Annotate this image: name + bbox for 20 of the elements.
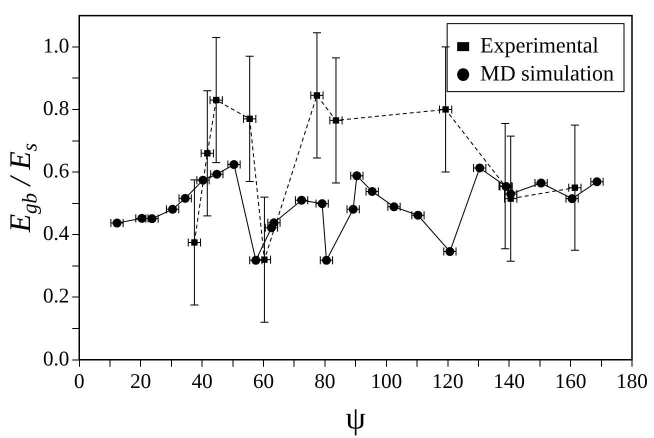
x-tick-label: 160 <box>554 368 586 393</box>
legend-label: Experimental <box>480 32 599 58</box>
y-tick-label: 0.2 <box>43 284 70 308</box>
x-tick-label: 40 <box>192 368 213 393</box>
y-tick-label: 1.0 <box>43 33 70 58</box>
y-axis-title: Egb / Es <box>4 143 42 234</box>
x-tick-label: 0 <box>74 368 84 393</box>
x-tick-label: 80 <box>314 368 336 393</box>
y-tick-label: 0.6 <box>43 158 70 183</box>
x-axis-title: ψ <box>346 399 366 436</box>
x-tick-label: 180 <box>616 368 648 393</box>
y-tick-label: 0.4 <box>43 221 70 246</box>
x-tick-label: 140 <box>493 368 525 393</box>
x-tick-label: 60 <box>253 368 274 393</box>
x-tick-label: 20 <box>130 368 152 393</box>
y-tick-label: 0.0 <box>43 346 70 370</box>
legend-label: MD simulation <box>480 60 614 86</box>
y-tick-label: 0.8 <box>43 96 70 120</box>
x-tick-label: 100 <box>370 368 402 393</box>
x-tick-label: 120 <box>432 368 464 393</box>
